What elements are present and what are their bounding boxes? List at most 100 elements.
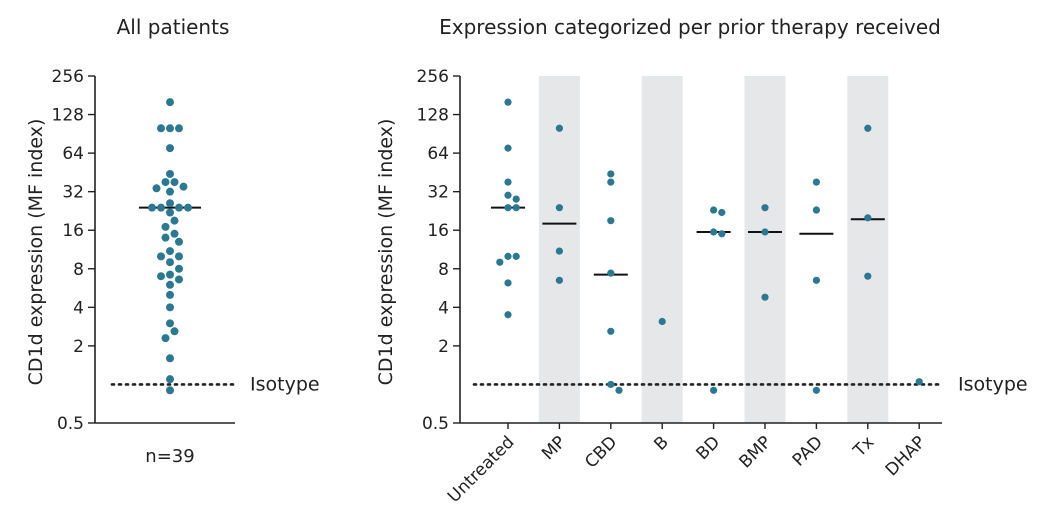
data-point xyxy=(504,98,512,106)
isotype-line-all-patients: Isotype xyxy=(110,373,320,395)
data-point xyxy=(496,258,504,266)
data-point xyxy=(812,206,821,214)
data-point xyxy=(166,258,174,267)
shaded-bands xyxy=(538,76,889,423)
y-axis-per-therapy: 0.5 2 4 8 16 32 64 128 256 xyxy=(417,67,942,434)
y-tick-label: 128 xyxy=(52,106,84,126)
data-point xyxy=(166,290,174,299)
data-point xyxy=(166,270,174,279)
x-tick-label: BMP xyxy=(736,432,776,472)
y-tick-label: 8 xyxy=(438,260,449,280)
y-tick-label: 4 xyxy=(73,298,84,318)
data-point xyxy=(710,206,718,214)
y-axis-label-per-therapy: CD1d expression (MF index) xyxy=(375,119,397,386)
y-tick-label: 256 xyxy=(417,67,449,87)
y-axis-all-patients: 0.5 2 4 8 16 32 64 128 256 xyxy=(52,67,235,434)
data-point xyxy=(615,386,623,394)
y-tick-label: 64 xyxy=(62,144,84,164)
y-tick-label: 256 xyxy=(52,67,84,87)
data-point xyxy=(166,199,174,208)
y-tick-label: 32 xyxy=(62,183,84,203)
data-point xyxy=(166,386,174,395)
data-point xyxy=(504,204,512,212)
data-point xyxy=(812,276,821,284)
panel-per-therapy: Expression categorized per prior therapy… xyxy=(375,15,1028,507)
isotype-label: Isotype xyxy=(958,373,1028,395)
data-point xyxy=(170,216,179,225)
data-point xyxy=(915,378,923,386)
data-point xyxy=(157,203,165,212)
x-labels-all-patients: n=39 xyxy=(145,446,194,467)
data-point xyxy=(175,203,183,212)
data-point xyxy=(864,124,872,132)
data-point xyxy=(166,247,174,256)
shaded-band xyxy=(847,76,889,423)
data-point xyxy=(166,98,174,107)
data-point xyxy=(718,230,726,238)
y-tick-label: 64 xyxy=(427,144,449,164)
isotype-line-per-therapy: Isotype xyxy=(472,373,1028,395)
isotype-label: Isotype xyxy=(250,373,320,395)
x-tick-label: PAD xyxy=(789,432,827,470)
data-point xyxy=(710,386,718,394)
x-tick-label: CBD xyxy=(581,432,621,472)
data-point xyxy=(607,217,615,225)
x-labels-per-therapy: Untreated MP CBD B BD BMP PAD Tx DHAP xyxy=(444,423,930,507)
data-point xyxy=(166,280,174,289)
data-point xyxy=(812,178,821,186)
data-point xyxy=(512,195,520,203)
data-point xyxy=(607,327,615,335)
data-point xyxy=(166,208,174,217)
data-point xyxy=(812,386,821,394)
data-points-all-patients xyxy=(148,98,192,395)
y-tick-label: 16 xyxy=(427,221,449,241)
data-point xyxy=(166,303,174,312)
data-point xyxy=(512,204,520,212)
data-point xyxy=(555,247,564,255)
data-point xyxy=(555,204,564,212)
data-point xyxy=(161,178,170,187)
data-point xyxy=(504,279,512,287)
data-point xyxy=(152,184,161,193)
data-point xyxy=(658,317,666,326)
data-point xyxy=(710,228,718,236)
data-point xyxy=(166,319,174,328)
chart-title-per-therapy: Expression categorized per prior therapy… xyxy=(439,15,941,39)
y-tick-label: 4 xyxy=(438,298,449,318)
data-point xyxy=(555,124,564,132)
data-points-per-therapy xyxy=(496,98,923,394)
data-point xyxy=(170,327,179,336)
data-point xyxy=(175,124,183,133)
data-point xyxy=(166,354,174,363)
y-axis-label-all-patients: CD1d expression (MF index) xyxy=(25,119,47,386)
x-tick-label: B xyxy=(650,432,672,454)
data-point xyxy=(512,252,520,260)
data-point xyxy=(161,222,170,231)
data-point xyxy=(504,252,512,260)
y-tick-label: 0.5 xyxy=(422,414,449,434)
x-tick-label: BD xyxy=(692,432,724,464)
data-point xyxy=(761,228,769,236)
data-point xyxy=(607,170,615,178)
data-point xyxy=(504,311,512,319)
y-tick-label: 2 xyxy=(73,337,84,357)
shaded-band xyxy=(744,76,786,423)
data-point xyxy=(170,178,179,187)
data-point xyxy=(718,208,726,217)
data-point xyxy=(175,252,183,261)
y-tick-label: 128 xyxy=(417,106,449,126)
data-point xyxy=(161,334,170,343)
data-point xyxy=(175,275,183,284)
y-tick-label: 2 xyxy=(438,337,449,357)
data-point xyxy=(184,203,192,212)
y-tick-label: 16 xyxy=(62,221,84,241)
data-point xyxy=(864,214,872,222)
data-point xyxy=(157,272,165,281)
x-tick-label: DHAP xyxy=(882,432,930,480)
data-point xyxy=(864,272,872,280)
shaded-band xyxy=(641,76,683,423)
data-point xyxy=(166,124,174,133)
data-point xyxy=(161,233,170,242)
y-tick-label: 32 xyxy=(427,183,449,203)
data-point xyxy=(166,187,174,196)
